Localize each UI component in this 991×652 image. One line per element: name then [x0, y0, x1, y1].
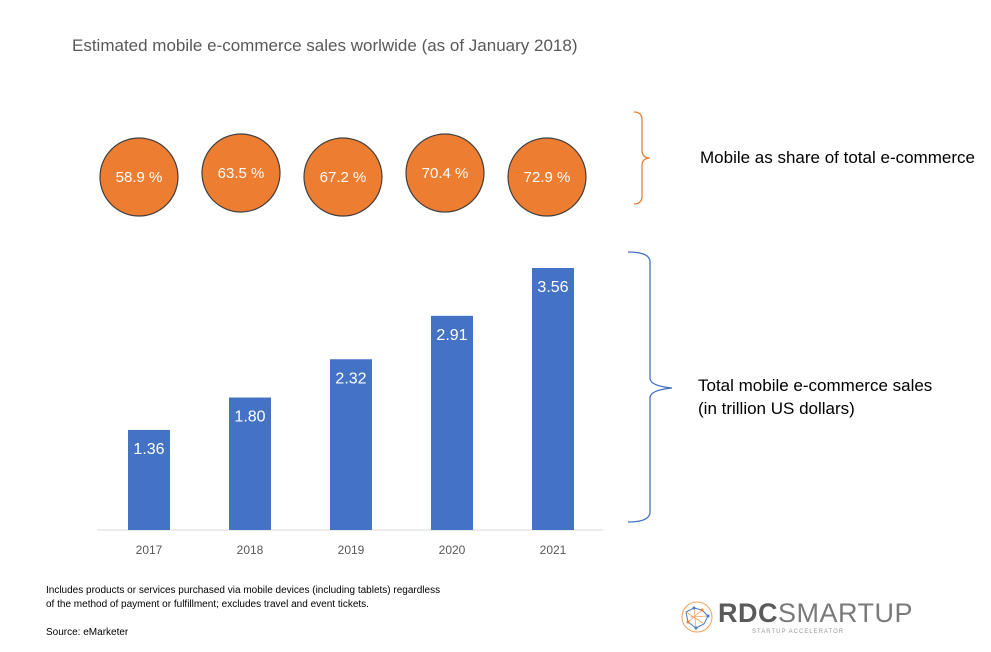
- sales-label-line-2: (in trillion US dollars): [698, 399, 855, 418]
- logo-tagline: STARTUP ACCELERATOR: [752, 629, 845, 635]
- bar-2020: [431, 315, 473, 530]
- sales-series-label: Total mobile e-commerce sales (in trilli…: [698, 374, 932, 420]
- sales-bracket: [627, 251, 673, 523]
- logo-wordmark-rdc: RDC: [718, 598, 778, 628]
- source-note: Source: eMarketer: [46, 627, 129, 638]
- bar-2019: [330, 359, 372, 530]
- footnote: Includes products or services purchased …: [46, 584, 516, 612]
- share-bracket: [633, 111, 651, 205]
- brain-logo-icon: [681, 601, 713, 633]
- share-series-label: Mobile as share of total e-commerce: [700, 148, 975, 167]
- share-circle-2018: [201, 133, 281, 213]
- share-value-label-2021: 72.9 %: [524, 169, 571, 186]
- bar-value-label-2020: 2.91: [436, 327, 467, 344]
- share-value-label-2019: 67.2 %: [320, 169, 367, 186]
- bar-value-label-2019: 2.32: [335, 370, 366, 387]
- bar-2021: [532, 268, 574, 530]
- share-value-label-2017: 58.9 %: [116, 169, 163, 186]
- x-tick-label-2017: 2017: [136, 543, 163, 557]
- rdc-smartup-logo: RDCSMARTUP STARTUP ACCELERATOR: [680, 598, 913, 638]
- footnote-line-1: Includes products or services purchased …: [46, 585, 441, 596]
- bar-value-label-2017: 1.36: [133, 441, 164, 458]
- sales-label-line-1: Total mobile e-commerce sales: [698, 376, 933, 395]
- x-tick-label-2018: 2018: [237, 543, 264, 557]
- share-value-label-2020: 70.4 %: [422, 165, 469, 182]
- logo-wordmark-smartup: SMARTUP: [778, 598, 914, 628]
- share-circle-2019: [303, 137, 383, 217]
- bar-2018: [229, 397, 271, 530]
- x-tick-label-2020: 2020: [439, 543, 466, 557]
- x-tick-label-2021: 2021: [540, 543, 567, 557]
- logo-wordmark: RDCSMARTUP: [718, 598, 913, 629]
- bar-value-label-2018: 1.80: [234, 409, 265, 426]
- bar-value-label-2021: 3.56: [537, 279, 568, 296]
- share-circle-2020: [405, 133, 485, 213]
- footnote-line-2: of the method of payment or fulfillment;…: [46, 599, 369, 610]
- x-tick-label-2019: 2019: [338, 543, 365, 557]
- share-value-label-2018: 63.5 %: [218, 165, 265, 182]
- chart-title: Estimated mobile e-commerce sales worlwi…: [72, 36, 578, 55]
- share-circle-2017: [99, 137, 179, 217]
- share-circle-2021: [507, 137, 587, 217]
- bar-2017: [128, 429, 170, 530]
